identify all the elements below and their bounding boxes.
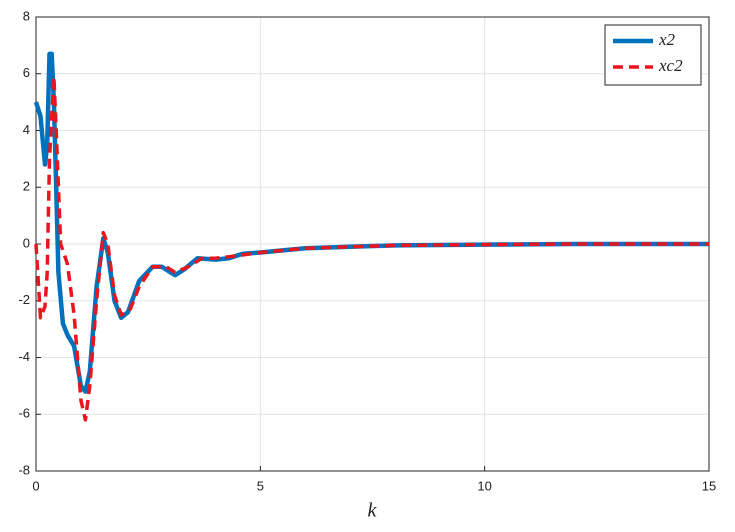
y-tick-label: 0	[23, 235, 30, 250]
y-tick-label: -4	[18, 349, 30, 364]
y-tick-label: 8	[23, 8, 30, 23]
x-tick-label: 0	[32, 478, 39, 493]
x-tick-label: 10	[477, 478, 491, 493]
y-tick-label: 2	[23, 179, 30, 194]
y-tick-label: -6	[18, 406, 30, 421]
legend-box	[604, 24, 702, 86]
series-line	[34, 74, 709, 422]
x-tick-label: 5	[257, 478, 264, 493]
x-tick-label: 15	[702, 478, 716, 493]
y-tick-label: 4	[23, 122, 30, 137]
y-tick-label: 6	[23, 65, 30, 80]
y-tick-label: -8	[18, 462, 30, 477]
y-tick-label: -2	[18, 292, 30, 307]
x-axis-label: k	[368, 500, 378, 522]
legend-label: xc2	[658, 56, 683, 75]
legend-label: x2	[658, 30, 676, 49]
